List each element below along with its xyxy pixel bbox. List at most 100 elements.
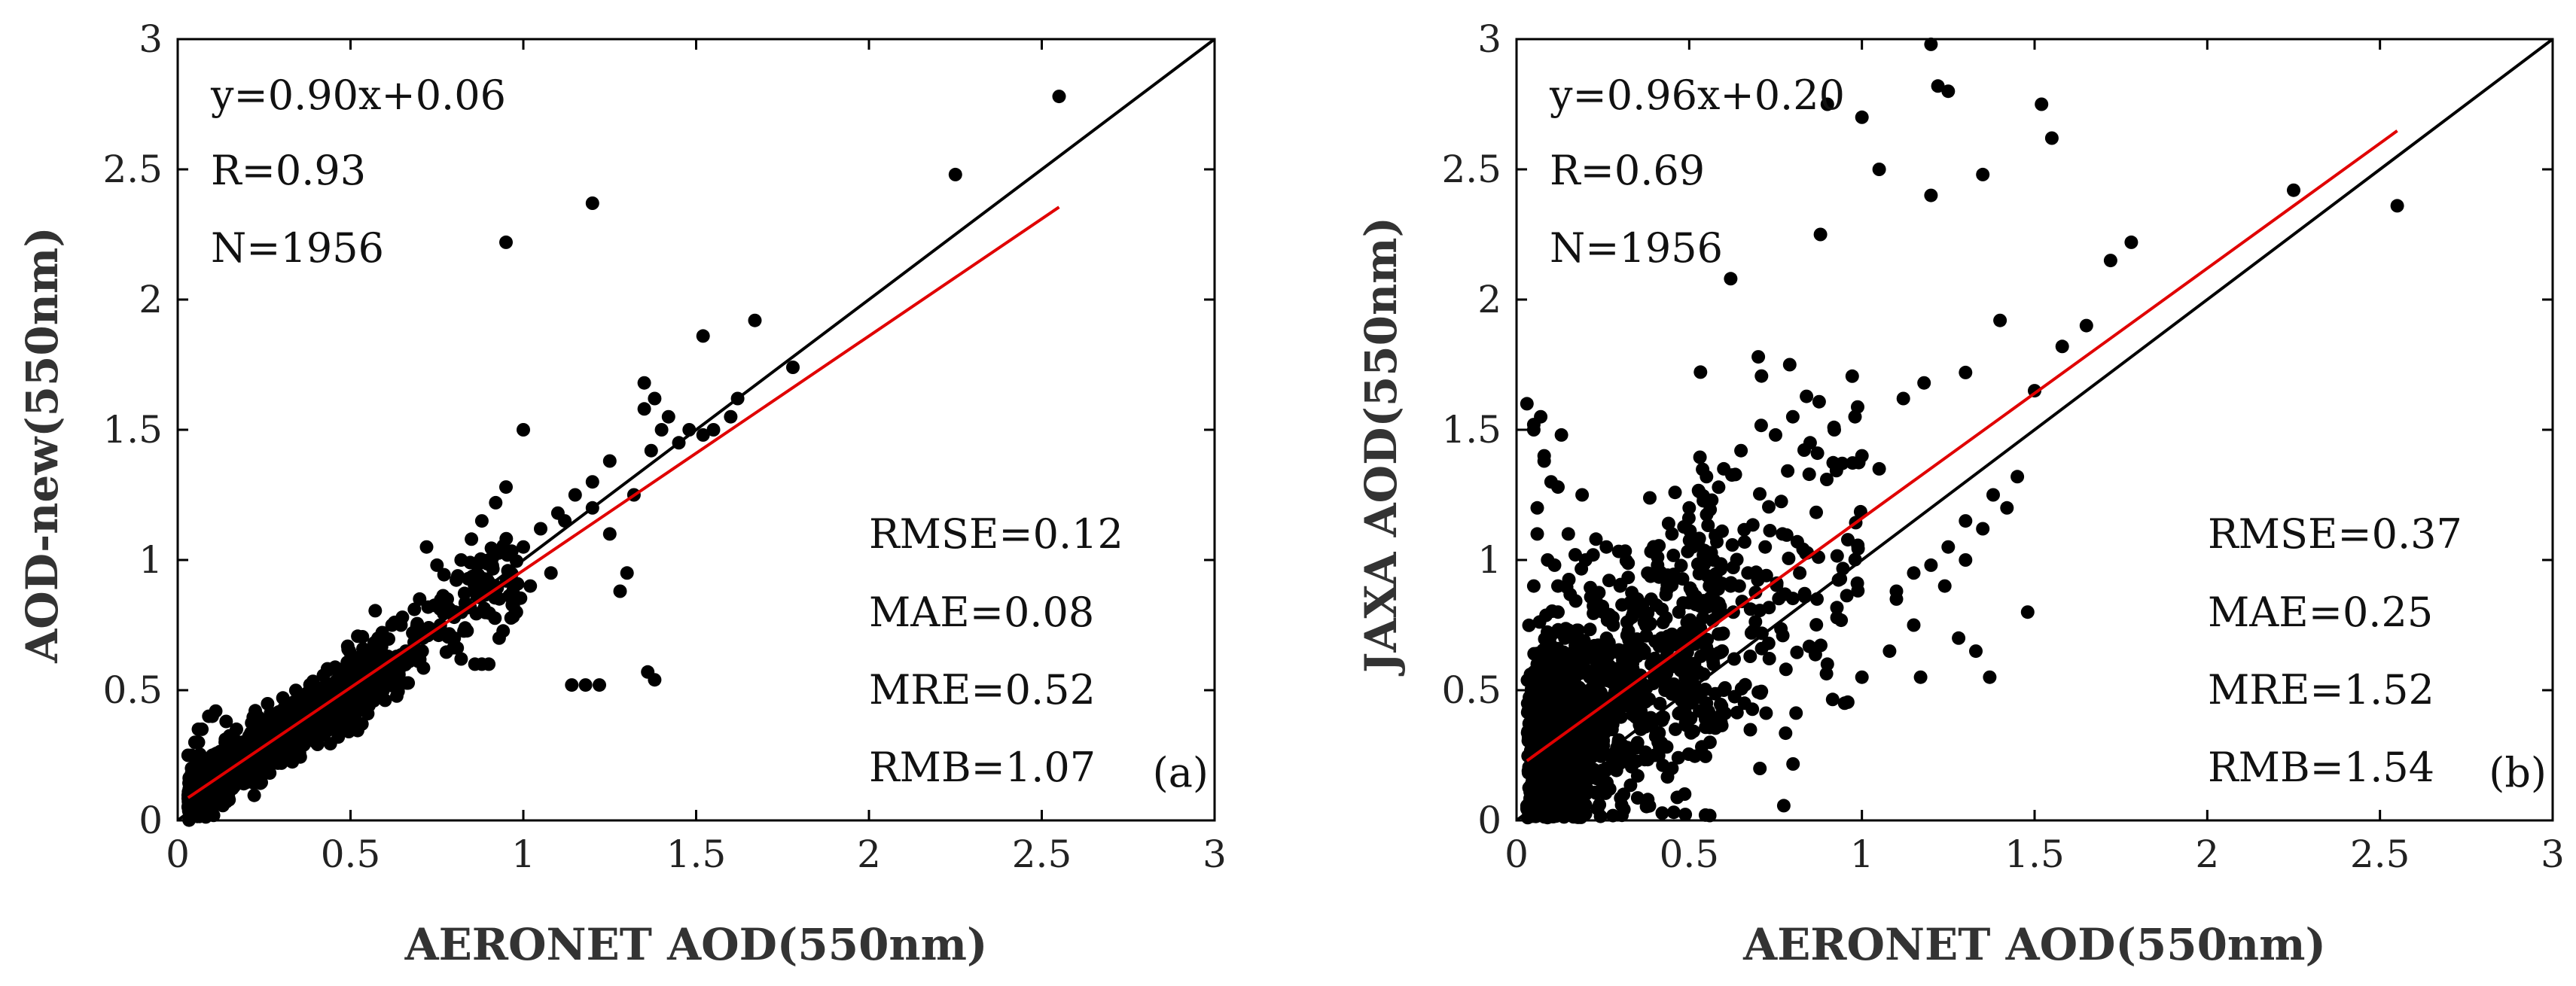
data-point xyxy=(2035,97,2049,111)
data-point xyxy=(1959,514,1973,528)
data-point xyxy=(1776,628,1790,643)
data-point xyxy=(439,645,453,659)
x-tick-label: 1 xyxy=(1850,832,1874,876)
data-point xyxy=(1526,579,1541,593)
data-point xyxy=(1539,680,1553,695)
data-point xyxy=(2055,339,2069,354)
data-point xyxy=(1614,577,1628,592)
data-point xyxy=(1530,527,1544,541)
data-point xyxy=(370,632,385,647)
data-point xyxy=(270,721,284,735)
data-point xyxy=(1834,613,1849,628)
data-point xyxy=(1730,705,1744,720)
data-point xyxy=(1666,805,1681,820)
data-point xyxy=(193,747,207,762)
data-point xyxy=(1907,566,1921,580)
data-point xyxy=(1666,548,1681,562)
data-point xyxy=(1754,641,1769,656)
data-point xyxy=(748,313,762,327)
data-point xyxy=(333,718,347,732)
data-point xyxy=(1855,670,1869,684)
data-point xyxy=(1559,799,1573,813)
data-point xyxy=(568,488,582,502)
data-point xyxy=(1681,544,1695,558)
data-point xyxy=(276,691,290,705)
data-point xyxy=(1646,677,1660,691)
correlation-b: R=0.69 xyxy=(1550,147,1705,194)
data-point xyxy=(1547,558,1562,572)
data-point xyxy=(196,769,210,784)
data-point xyxy=(1851,400,1864,414)
data-point xyxy=(2124,235,2139,249)
data-point xyxy=(1779,528,1794,542)
panel-label-b: (b) xyxy=(2489,749,2547,796)
data-point xyxy=(578,678,593,692)
data-point xyxy=(1562,711,1577,726)
data-point xyxy=(1746,624,1761,638)
data-point xyxy=(1737,535,1751,549)
data-point xyxy=(1826,455,1840,470)
data-point xyxy=(1907,618,1921,632)
data-point xyxy=(1591,643,1605,657)
data-point xyxy=(1681,511,1696,525)
mre-a: MRE=0.52 xyxy=(869,666,1096,714)
data-point xyxy=(661,409,675,424)
data-point xyxy=(1665,684,1679,698)
x-tick-label: 0 xyxy=(1504,832,1529,876)
data-point xyxy=(1820,97,1834,111)
data-point xyxy=(1568,594,1583,608)
y-axis-label-b: JAXA AOD(550nm) xyxy=(1355,217,1407,677)
data-point xyxy=(1623,641,1638,656)
regression-equation-b: y=0.96x+0.20 xyxy=(1549,72,1845,119)
data-point xyxy=(410,619,424,633)
ticks-a: 0 0.5 1 1.5 2 2.5 3 0 0.5 1 1.5 2 2.5 3 xyxy=(102,17,1226,876)
mae-a: MAE=0.08 xyxy=(869,589,1094,636)
data-point xyxy=(1696,610,1710,625)
data-point xyxy=(374,687,389,701)
data-point xyxy=(367,642,381,656)
data-point xyxy=(1693,365,1708,379)
data-point xyxy=(1882,644,1897,659)
data-point xyxy=(613,584,627,598)
x-tick-label: 0.5 xyxy=(321,832,381,876)
data-point xyxy=(1769,428,1782,442)
data-point xyxy=(1696,462,1710,476)
data-point xyxy=(1705,493,1719,507)
data-point xyxy=(1724,272,1738,286)
data-point xyxy=(1745,518,1760,532)
data-point xyxy=(1785,409,1800,424)
data-point xyxy=(1547,644,1562,658)
fit-line-a xyxy=(187,205,1060,799)
data-point xyxy=(1599,540,1614,554)
data-point xyxy=(1743,650,1757,663)
data-point xyxy=(1724,576,1738,590)
data-point xyxy=(1779,662,1793,677)
regression-equation-a: y=0.90x+0.06 xyxy=(210,72,506,119)
data-point xyxy=(1830,549,1844,563)
data-point xyxy=(1698,683,1712,696)
data-point xyxy=(1660,770,1675,784)
data-point xyxy=(1551,480,1565,495)
data-point xyxy=(1614,798,1629,812)
data-point xyxy=(1896,391,1910,406)
data-point xyxy=(1772,592,1786,606)
data-point xyxy=(1797,443,1811,457)
data-point xyxy=(1812,394,1826,409)
data-point xyxy=(401,676,416,690)
data-point xyxy=(1762,652,1776,665)
data-point xyxy=(1575,488,1590,502)
y-tick-label: 1.5 xyxy=(102,408,163,452)
data-point xyxy=(219,714,233,729)
data-point xyxy=(517,540,530,554)
data-point xyxy=(1655,713,1669,727)
data-point xyxy=(1682,501,1697,515)
data-point xyxy=(1596,599,1610,613)
x-tick-label: 0 xyxy=(166,832,190,876)
data-point xyxy=(1924,37,1938,51)
data-point xyxy=(1527,715,1541,729)
data-point xyxy=(2044,131,2059,145)
data-point xyxy=(505,598,520,612)
data-point xyxy=(1623,778,1638,793)
data-point xyxy=(492,592,507,606)
data-point xyxy=(1790,534,1804,549)
